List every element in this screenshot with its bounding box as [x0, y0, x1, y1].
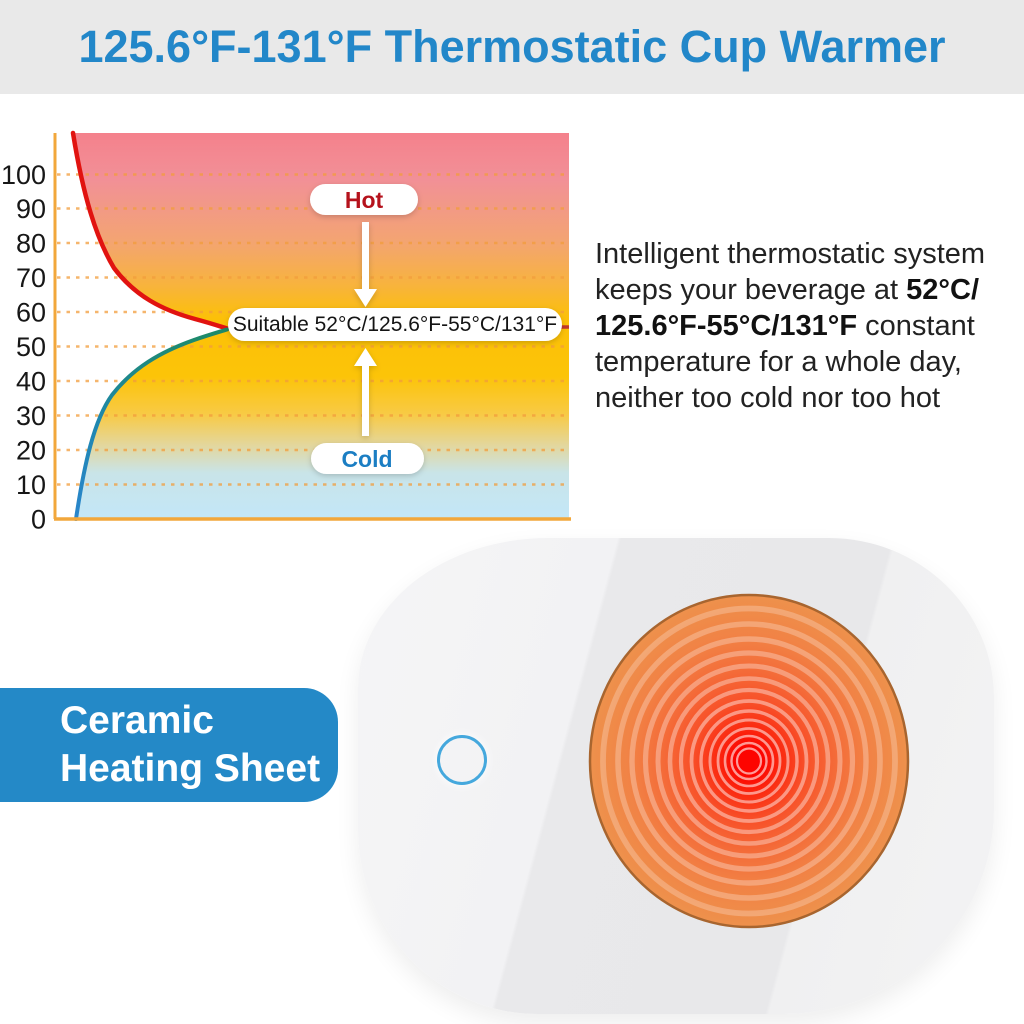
description-line: Intelligent thermostatic system: [595, 238, 986, 270]
banner-line1: Ceramic: [60, 699, 214, 742]
white-wedge: [55, 133, 227, 519]
description-line: 125.6°F-55°C/131°F constant: [595, 310, 975, 342]
description-text: Intelligent thermostatic system keeps yo…: [595, 236, 1024, 416]
svg-text:0: 0: [31, 505, 46, 535]
suitable-label: Suitable 52°C/125.6°F-55°C/131°F: [233, 313, 557, 336]
heating-plate: [588, 593, 910, 929]
ceramic-heating-sheet-banner: Ceramic Heating Sheet: [0, 688, 338, 802]
svg-text:80: 80: [16, 229, 46, 259]
svg-text:40: 40: [16, 367, 46, 397]
svg-text:10: 10: [16, 470, 46, 500]
banner-line2: Heating Sheet: [60, 747, 321, 790]
down-arrow: [354, 222, 377, 307]
suitable-pill: Suitable 52°C/125.6°F-55°C/131°F: [228, 308, 562, 341]
heat-ripple-rings: [600, 605, 898, 917]
svg-text:100: 100: [1, 160, 46, 190]
hot-pill: Hot: [310, 184, 418, 215]
bold-temperature-range: 52°C/: [906, 274, 980, 306]
cold-label: Cold: [341, 446, 392, 472]
cold-curve: [74, 327, 229, 521]
up-arrow: [354, 348, 377, 436]
svg-text:20: 20: [16, 436, 46, 466]
bold-temperature-range: 125.6°F-55°C/131°F: [595, 310, 858, 342]
hot-curve: [70, 130, 230, 331]
description-line: keeps your beverage at 52°C/: [595, 274, 980, 306]
svg-text:30: 30: [16, 401, 46, 431]
svg-text:90: 90: [16, 194, 46, 224]
hot-label: Hot: [345, 187, 384, 213]
title-band: 125.6°F-131°F Thermostatic Cup Warmer: [0, 0, 1024, 94]
heating-plate-disc: [588, 593, 910, 929]
temperature-chart: 100 90 80 70 60 50 40 30 20 10 0 Hot: [1, 130, 571, 535]
cold-pill: Cold: [311, 443, 424, 474]
svg-text:50: 50: [16, 332, 46, 362]
page-title: 125.6°F-131°F Thermostatic Cup Warmer: [78, 21, 946, 72]
power-button: [437, 735, 487, 785]
description-line: neither too cold nor too hot: [595, 382, 941, 414]
description-line: temperature for a whole day,: [595, 346, 962, 378]
y-axis-labels: 100 90 80 70 60 50 40 30 20 10 0: [1, 160, 46, 535]
svg-text:70: 70: [16, 263, 46, 293]
svg-text:60: 60: [16, 298, 46, 328]
